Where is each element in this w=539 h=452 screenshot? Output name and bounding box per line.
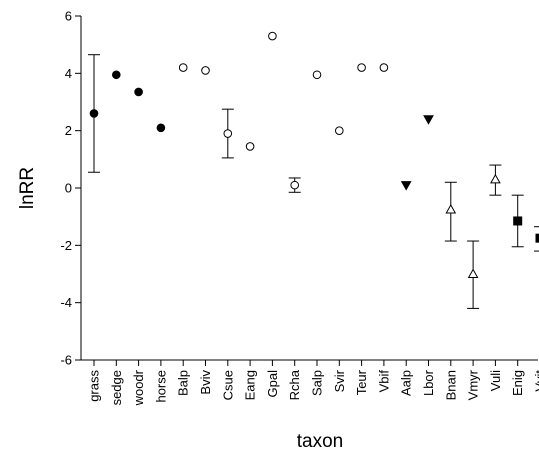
x-tick-label: Vmyr — [466, 369, 481, 400]
y-tick-label: 2 — [65, 123, 72, 138]
x-tick-label: Teur — [354, 369, 369, 395]
x-tick-label: Balp — [176, 370, 191, 396]
x-tick-label: Vuli — [488, 370, 503, 391]
data-point — [423, 115, 434, 125]
x-axis-title: taxon — [297, 431, 343, 452]
data-point — [490, 173, 501, 184]
y-ticks: -6 -4 -2 0 2 4 6 — [60, 9, 81, 368]
x-tick-label: Vvit — [533, 370, 539, 392]
data-point — [467, 268, 479, 278]
y-axis-title: lnRR — [17, 167, 38, 209]
x-tick-label: Eang — [243, 370, 258, 400]
y-tick-label: -4 — [60, 295, 72, 310]
x-tick-label: Salp — [310, 370, 325, 396]
data-point — [445, 203, 457, 214]
data-point — [223, 129, 233, 138]
data-point — [201, 66, 210, 75]
x-tick-label: Vbif — [376, 370, 391, 393]
x-tick-label: Bnan — [443, 370, 458, 400]
error-bars — [88, 54, 539, 309]
data-point — [357, 63, 366, 72]
data-point — [513, 216, 523, 226]
x-tick-label: Enig — [510, 370, 525, 396]
x-tick-label: Svir — [332, 369, 347, 392]
data-point — [112, 70, 121, 80]
data-point — [400, 181, 412, 191]
markers — [89, 31, 539, 278]
data-point — [178, 63, 188, 72]
y-tick-label: 4 — [65, 66, 72, 81]
data-point — [134, 87, 143, 97]
y-tick-label: 0 — [65, 181, 72, 196]
x-tick-label: Gpal — [265, 370, 280, 398]
x-tick-label: Aalp — [399, 370, 414, 396]
data-point — [89, 109, 99, 118]
data-point — [290, 180, 300, 190]
x-tick-label: Lbor — [421, 369, 436, 396]
data-point — [245, 142, 255, 151]
data-point — [312, 70, 322, 80]
data-point — [268, 31, 277, 41]
y-tick-label: -6 — [60, 353, 72, 368]
data-point — [335, 126, 344, 135]
x-tick-label: sedge — [109, 370, 124, 405]
x-tick-label: grass — [87, 370, 102, 402]
x-tick-label: woodr — [131, 369, 146, 406]
x-ticks: grass sedge woodr horse Balp Bviv Csue Eang Gpal… — [87, 360, 539, 406]
y-tick-label: 6 — [65, 9, 72, 24]
x-tick-label: Csue — [220, 370, 235, 400]
x-tick-label: horse — [153, 370, 168, 403]
data-point — [156, 123, 166, 133]
data-point — [379, 63, 389, 72]
data-point — [535, 233, 539, 243]
y-tick-label: -2 — [60, 238, 72, 253]
x-tick-label: Rcha — [287, 369, 302, 400]
x-tick-label: Bviv — [198, 370, 213, 395]
